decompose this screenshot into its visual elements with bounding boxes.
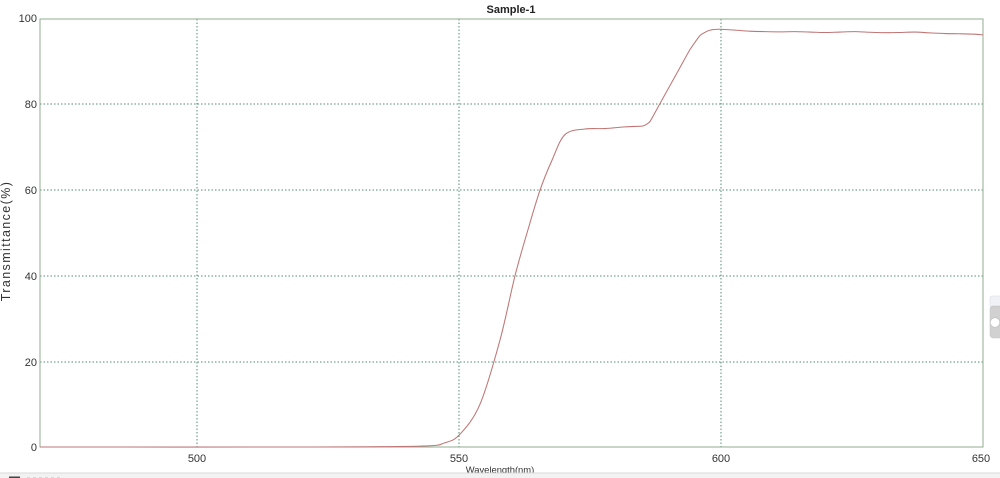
svg-text:Sample-1: Sample-1 (487, 4, 536, 16)
svg-text:100: 100 (19, 13, 37, 25)
svg-text:Transmittance(%): Transmittance(%) (0, 181, 13, 302)
svg-text:20: 20 (25, 357, 37, 369)
svg-text:80: 80 (25, 99, 37, 111)
svg-text:60: 60 (25, 185, 37, 197)
svg-text:500: 500 (188, 453, 206, 465)
svg-text:0: 0 (31, 442, 37, 454)
svg-text:650: 650 (972, 453, 990, 465)
svg-text:40: 40 (25, 271, 37, 283)
svg-text:600: 600 (712, 453, 730, 465)
